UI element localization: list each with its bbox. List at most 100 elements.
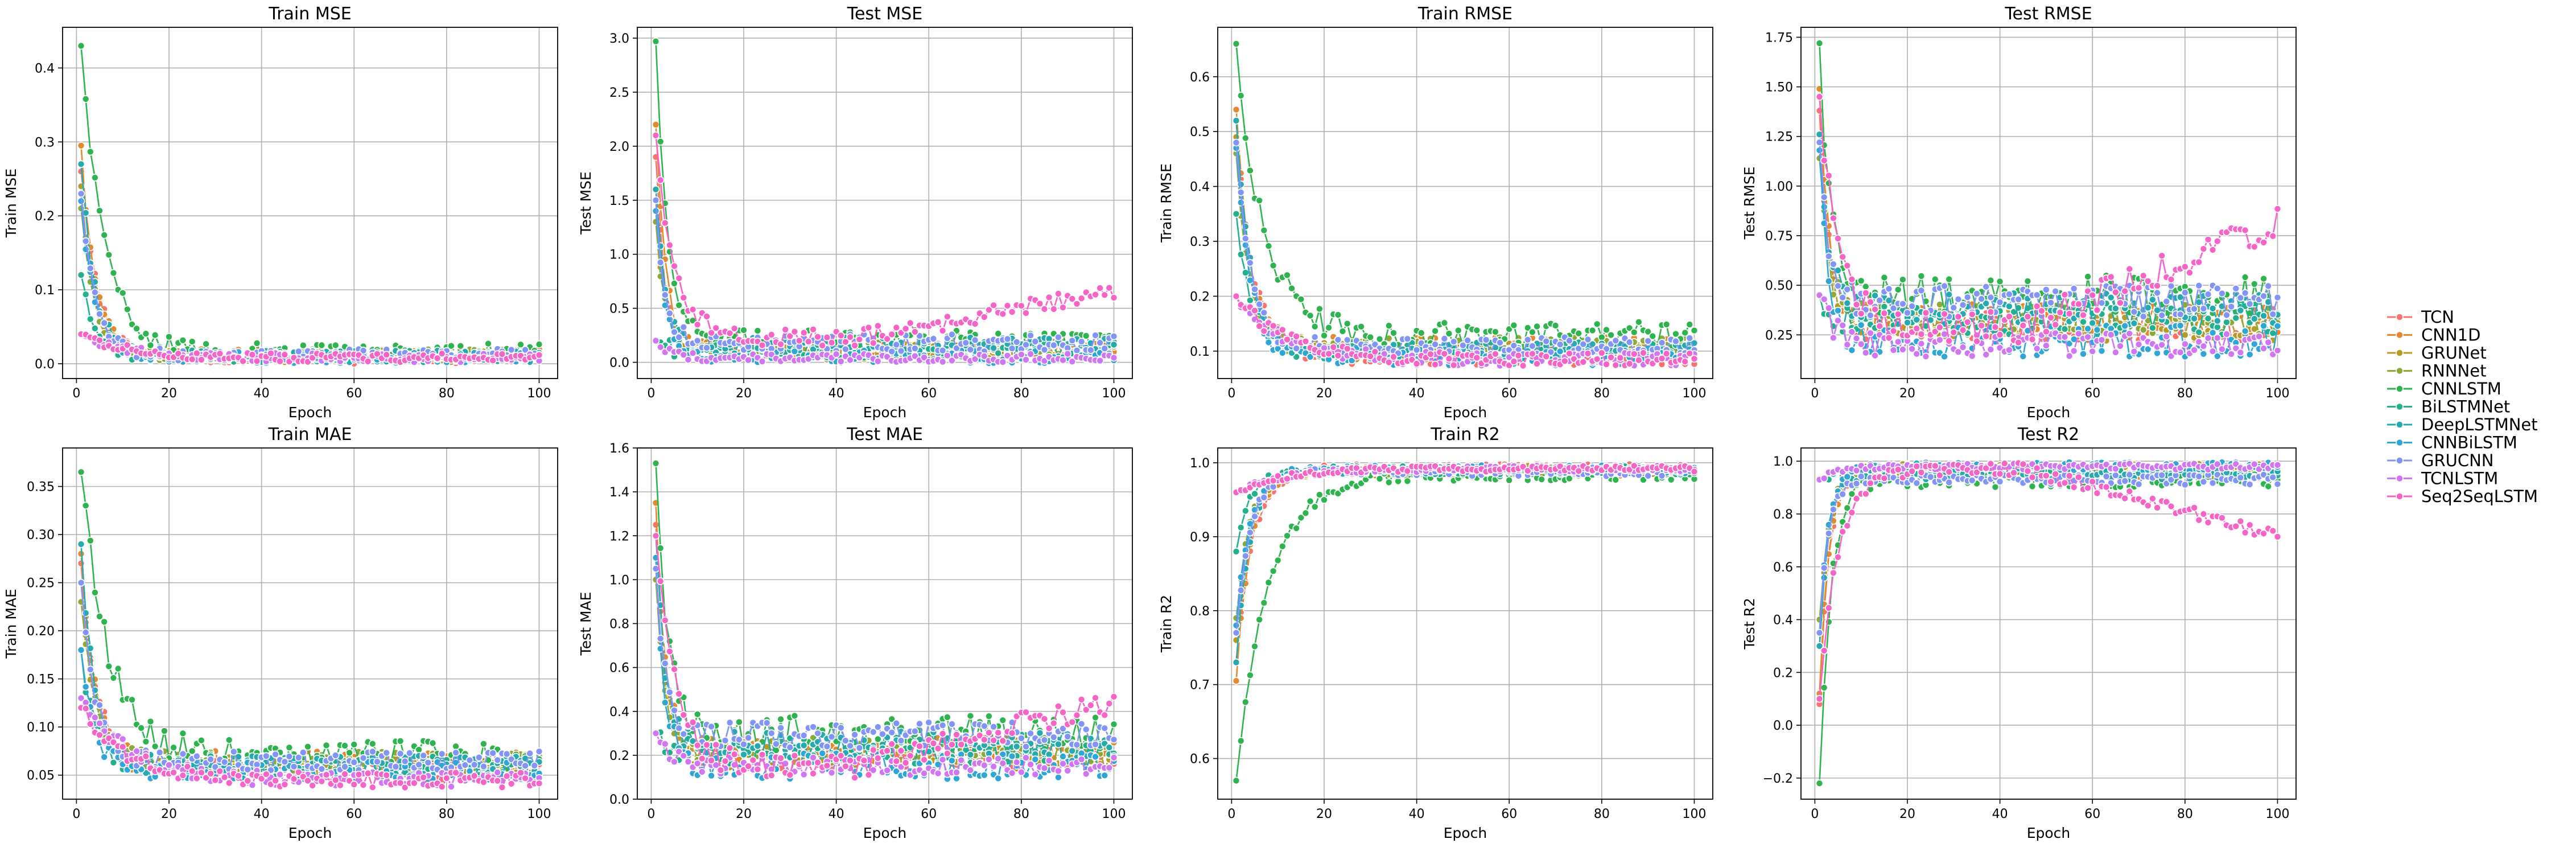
data-point	[1880, 302, 1889, 311]
data-point	[1862, 348, 1870, 357]
data-point	[2260, 238, 2268, 246]
data-point	[86, 147, 94, 156]
data-point	[1242, 134, 1250, 142]
data-point	[2019, 321, 2027, 330]
data-point	[188, 338, 196, 346]
data-point	[1556, 347, 1564, 356]
y-tick-label: 0.3	[35, 135, 55, 150]
data-point	[1662, 349, 1671, 358]
data-point	[216, 349, 224, 358]
data-point	[2190, 346, 2198, 354]
data-point	[318, 341, 326, 349]
data-point	[179, 336, 187, 344]
series-line	[1819, 96, 2278, 344]
data-point	[790, 327, 799, 336]
data-point	[1110, 332, 1118, 340]
data-point	[1232, 105, 1240, 114]
data-point	[1449, 338, 1458, 346]
data-point	[1852, 301, 1861, 309]
x-tick-label: 100	[1102, 386, 1126, 401]
data-point	[1829, 260, 1837, 268]
data-point	[675, 333, 683, 342]
data-point	[2236, 348, 2245, 357]
data-point	[1325, 349, 1333, 358]
data-point	[1866, 298, 1874, 306]
data-point	[1427, 350, 1435, 359]
data-point	[1843, 340, 1852, 349]
data-point	[2181, 289, 2189, 297]
data-point	[2208, 347, 2217, 356]
data-point	[2075, 300, 2083, 309]
data-point	[1982, 332, 1990, 340]
data-point	[77, 160, 85, 168]
data-point	[1255, 300, 1263, 309]
series-line	[80, 46, 540, 361]
data-point	[2236, 306, 2245, 315]
data-point	[1306, 311, 1314, 320]
series-line	[1235, 120, 1695, 362]
data-point	[2190, 314, 2198, 323]
data-point	[2162, 297, 2171, 306]
data-point	[2214, 237, 2221, 245]
data-point	[2134, 340, 2143, 348]
data-point	[2195, 281, 2203, 290]
data-point	[1371, 348, 1379, 356]
data-point	[146, 341, 155, 349]
data-point	[1871, 351, 1879, 360]
data-point	[1012, 338, 1021, 346]
data-point	[2070, 285, 2078, 293]
data-point	[1973, 290, 1981, 298]
data-point	[1514, 351, 1523, 360]
data-point	[1297, 295, 1305, 303]
data-point	[1857, 277, 1865, 285]
data-point	[2181, 262, 2189, 271]
data-point	[2084, 273, 2092, 281]
data-point	[730, 324, 739, 332]
x-tick-label: 60	[921, 386, 937, 401]
data-point	[2260, 344, 2268, 353]
data-point	[456, 342, 465, 350]
data-point	[675, 274, 683, 282]
data-point	[1542, 337, 1551, 346]
axes-frame	[62, 27, 558, 379]
data-point	[1852, 334, 1861, 343]
data-point	[2047, 298, 2055, 307]
data-point	[1059, 356, 1067, 364]
x-tick-label: 100	[1682, 386, 1706, 401]
data-point	[1644, 337, 1652, 345]
data-point	[2116, 342, 2124, 350]
data-point	[948, 330, 956, 339]
data-point	[1871, 305, 1879, 314]
series-Seq2SeqLSTM	[77, 330, 543, 366]
data-point	[911, 344, 919, 353]
series-line	[1819, 43, 2278, 317]
data-point	[2176, 322, 2185, 330]
data-point	[753, 327, 762, 335]
data-point	[1588, 326, 1597, 335]
y-tick-label: 2.5	[609, 86, 629, 100]
series-line	[1235, 109, 1695, 356]
data-point	[1003, 335, 1012, 343]
data-point	[837, 331, 845, 340]
data-point	[77, 190, 85, 198]
data-point	[2112, 288, 2120, 297]
data-point	[1913, 324, 1921, 332]
data-point	[1681, 357, 1689, 366]
y-tick-label: 1.50	[1765, 81, 1793, 95]
series-Seq2SeqLSTM	[1232, 292, 1699, 370]
data-point	[2084, 333, 2092, 341]
data-point	[1593, 355, 1601, 363]
data-point	[91, 174, 99, 182]
data-point	[1091, 290, 1099, 299]
data-point	[2033, 302, 2041, 311]
data-point	[2260, 274, 2268, 283]
data-point	[689, 305, 697, 314]
series-line	[655, 124, 1115, 360]
data-point	[1412, 346, 1421, 354]
data-point	[1843, 261, 1852, 270]
data-point	[2107, 331, 2115, 339]
series-TCNLSTM	[652, 336, 1118, 366]
data-point	[2097, 336, 2106, 344]
